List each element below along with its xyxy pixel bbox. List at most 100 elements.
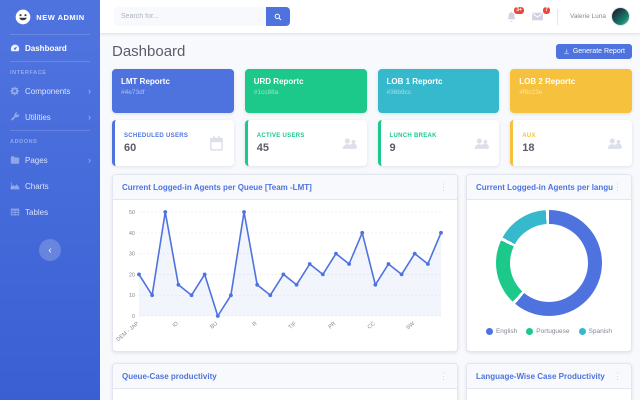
- report-card-urd: URD Reportc #1cc88a: [244, 69, 367, 113]
- sidebar-item-utilities[interactable]: Utilities ›: [0, 104, 100, 130]
- report-cards-row: LMT Reportc #4e73df URD Reportc #1cc88a …: [112, 69, 632, 113]
- main-area: 3+ 7 Valerie Luna Dashboard: [100, 0, 640, 400]
- users-icon: [342, 137, 357, 149]
- users-icon: [474, 137, 490, 149]
- sidebar-item-label: Pages: [25, 155, 48, 165]
- chevron-right-icon: ›: [88, 154, 91, 165]
- sidebar-item-label: Utilities: [25, 112, 51, 122]
- stat-label: LUNCH BREAK: [389, 132, 437, 139]
- svg-text:0: 0: [132, 314, 135, 320]
- topbar: 3+ 7 Valerie Luna: [100, 0, 640, 33]
- alerts-button[interactable]: 3+: [505, 6, 524, 24]
- stat-card-aux: AUX 18: [510, 120, 632, 166]
- svg-text:BU: BU: [209, 321, 219, 331]
- report-card-lmt: LMT Reportc #4e73df: [112, 69, 234, 113]
- report-card-subtitle: #f6c23e: [519, 89, 543, 96]
- sidebar-section-interface: INTERFACE: [10, 70, 47, 76]
- svg-text:10: 10: [129, 293, 135, 299]
- svg-text:DEM - JAP: DEM - JAP: [116, 321, 141, 343]
- sidebar-collapse-button[interactable]: ‹: [39, 239, 61, 261]
- topbar-divider: [556, 8, 558, 25]
- sidebar-item-label: Tables: [25, 207, 49, 217]
- tachometer-icon: [10, 44, 20, 52]
- donut-legend: English Portuguese Spanish: [485, 328, 612, 335]
- brand-name: NEW ADMIN: [36, 12, 85, 22]
- brand[interactable]: NEW ADMIN: [0, 0, 100, 34]
- search-input[interactable]: [114, 7, 266, 26]
- svg-text:SW: SW: [405, 320, 416, 331]
- calendar-icon: [209, 135, 223, 151]
- gear-icon: [10, 86, 19, 96]
- legend-dot: [526, 328, 534, 335]
- sidebar-section-addons: ADDONS: [10, 139, 38, 145]
- svg-text:CC: CC: [367, 321, 377, 331]
- svg-text:TIF: TIF: [288, 321, 299, 331]
- donut-hole: [510, 224, 588, 302]
- sidebar-item-pages[interactable]: Pages ›: [0, 147, 100, 173]
- card-menu-button[interactable]: ⋮: [613, 181, 622, 192]
- page-content: Dashboard Generate Report LMT Reportc #4…: [100, 33, 640, 400]
- svg-text:40: 40: [129, 231, 135, 237]
- report-card-lob1: LOB 1 Reportc #36b9cc: [377, 69, 500, 113]
- envelope-icon: [532, 12, 543, 20]
- download-icon: [564, 48, 569, 55]
- stat-value: 9: [389, 141, 396, 154]
- report-card-subtitle: #1cc88a: [253, 89, 279, 96]
- queue-chart-title: Current Logged-in Agents per Queue [Team…: [122, 182, 312, 192]
- sidebar-item-charts[interactable]: Charts: [0, 173, 100, 199]
- smiley-logo-icon: [15, 9, 31, 25]
- page-title: Dashboard: [112, 43, 186, 60]
- search-form: [114, 7, 290, 26]
- queue-productivity-title: Queue-Case productivity: [122, 371, 217, 381]
- generate-report-button[interactable]: Generate Report: [555, 44, 632, 59]
- queue-productivity-card: Queue-Case productivity ⋮: [112, 363, 458, 400]
- user-avatar: [611, 7, 630, 26]
- card-menu-button[interactable]: ⋮: [439, 370, 448, 381]
- svg-text:PR: PR: [328, 321, 338, 331]
- stat-label: ACTIVE USERS: [256, 132, 305, 139]
- report-card-title: LOB 1 Reportc: [386, 77, 443, 86]
- stat-card-scheduled-users: SCHEDULED USERS 60: [112, 120, 234, 166]
- sidebar-item-components[interactable]: Components ›: [0, 78, 100, 104]
- card-menu-button[interactable]: ⋮: [613, 370, 622, 381]
- sidebar-item-label: Dashboard: [25, 43, 67, 53]
- report-card-subtitle: #4e73df: [121, 89, 145, 96]
- search-button[interactable]: [266, 7, 290, 26]
- card-menu-button[interactable]: ⋮: [439, 181, 448, 192]
- user-menu[interactable]: Valerie Luna: [570, 7, 630, 26]
- legend-dot: [485, 328, 493, 335]
- chevron-left-icon: ‹: [48, 244, 52, 256]
- language-chart-title: Current Logged-in Agents per language: [476, 182, 613, 192]
- stat-label: AUX: [522, 132, 536, 139]
- legend-item-english[interactable]: English: [485, 328, 517, 335]
- sidebar-divider: [10, 34, 90, 35]
- sidebar-item-label: Components: [25, 86, 71, 96]
- svg-text:ID: ID: [172, 321, 180, 329]
- bell-icon: [507, 11, 516, 22]
- legend-dot: [578, 328, 586, 335]
- alerts-count-badge: 3+: [514, 6, 524, 14]
- svg-text:50: 50: [129, 210, 135, 216]
- sidebar-item-dashboard[interactable]: Dashboard: [0, 35, 100, 61]
- legend-item-spanish[interactable]: Spanish: [578, 328, 612, 335]
- folder-icon: [10, 156, 20, 164]
- report-card-title: LOB 2 Reportc: [519, 77, 576, 86]
- report-card-title: LMT Reportc: [121, 77, 170, 86]
- language-donut-chart: [496, 210, 602, 316]
- language-chart-card: Current Logged-in Agents per language ⋮ …: [466, 174, 632, 352]
- language-productivity-title: Language-Wise Case Productivity: [476, 371, 605, 381]
- language-productivity-card: Language-Wise Case Productivity ⋮: [466, 363, 632, 400]
- chevron-right-icon: ›: [88, 85, 91, 96]
- legend-item-portuguese[interactable]: Portuguese: [526, 328, 570, 335]
- svg-text:R: R: [252, 321, 259, 328]
- users-icon: [607, 137, 622, 149]
- sidebar-item-tables[interactable]: Tables: [0, 199, 100, 225]
- stat-label: SCHEDULED USERS: [124, 132, 189, 139]
- wrench-icon: [11, 112, 20, 121]
- messages-button[interactable]: 7: [531, 6, 550, 24]
- stat-value: 60: [124, 141, 137, 154]
- stat-cards-row: SCHEDULED USERS 60 ACTIVE USERS 45: [112, 120, 632, 166]
- stat-card-lunch-break: LUNCH BREAK 9: [377, 120, 500, 166]
- report-card-title: URD Reportc: [253, 77, 304, 86]
